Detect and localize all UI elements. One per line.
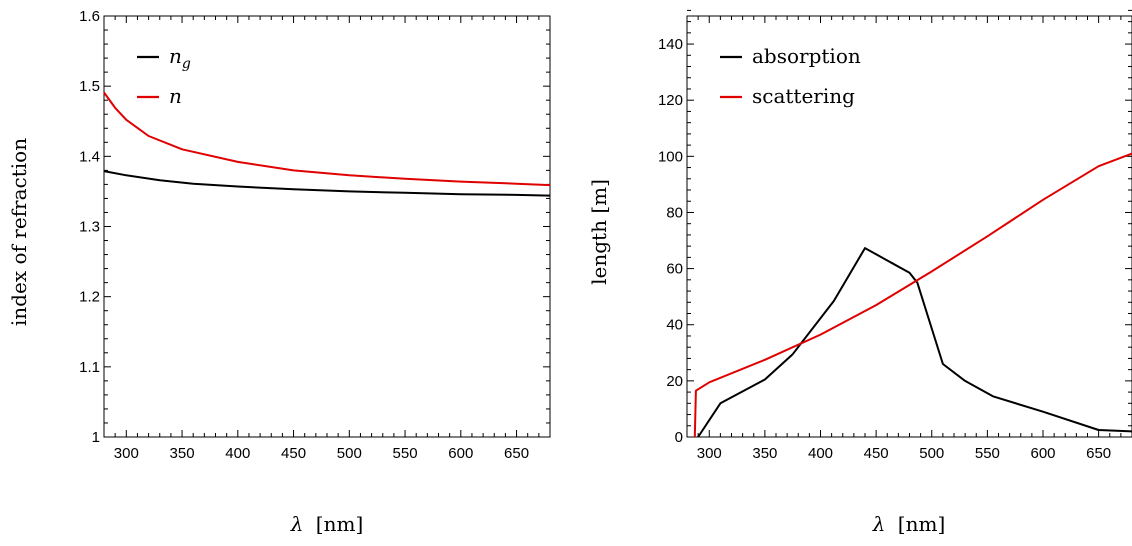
series-line-scattering xyxy=(693,152,1132,438)
x-axis-symbol: λ xyxy=(872,512,886,536)
x-axis-unit: [nm] xyxy=(316,512,363,536)
series-line-absorption xyxy=(697,247,1132,438)
y-tick-label: 1 xyxy=(92,429,100,446)
y-tick-label: 100 xyxy=(658,148,683,165)
length-chart: 300 350 400 450 500 550 600 650 0 20 40 60 80 100 120 1… xyxy=(587,9,1132,536)
x-tick-label: 500 xyxy=(337,445,362,462)
series-layer xyxy=(693,152,1132,438)
x-tick-label: 600 xyxy=(1030,445,1055,462)
y-tick-label: 1.6 xyxy=(79,8,100,25)
y-tick-label: 0 xyxy=(675,429,683,446)
axis-ticks xyxy=(103,15,551,438)
x-tick-label: 650 xyxy=(1086,445,1111,462)
x-axis-symbol: λ xyxy=(290,512,304,536)
legend-label-subscript: g xyxy=(182,56,191,72)
y-tick-label: 1.1 xyxy=(79,359,100,376)
tick-labels: 300 350 400 450 500 550 600 650 1 1.1 1.2 1.3 1.4 1.5… xyxy=(79,8,529,462)
axis-ticks xyxy=(686,9,1132,438)
legend-label: scattering xyxy=(752,84,855,108)
y-tick-label: 40 xyxy=(666,317,683,334)
x-tick-label: 300 xyxy=(697,445,722,462)
series-layer xyxy=(103,91,551,197)
y-axis-title: index of refraction xyxy=(7,138,31,326)
y-tick-label: 140 xyxy=(658,36,683,53)
x-tick-label: 300 xyxy=(114,445,139,462)
legend-label: ng xyxy=(169,44,191,72)
y-tick-label: 1.2 xyxy=(79,289,100,306)
x-tick-label: 600 xyxy=(448,445,473,462)
x-tick-label: 400 xyxy=(225,445,250,462)
x-tick-label: 550 xyxy=(393,445,418,462)
x-tick-label: 550 xyxy=(975,445,1000,462)
x-axis-unit: [nm] xyxy=(898,512,945,536)
x-tick-label: 500 xyxy=(919,445,944,462)
legend-label: absorption xyxy=(752,44,861,68)
plot-frame xyxy=(103,15,551,438)
plot-frame xyxy=(686,15,1132,438)
x-tick-label: 650 xyxy=(504,445,529,462)
y-axis-title: length [m] xyxy=(587,179,611,285)
y-tick-label: 1.4 xyxy=(79,148,100,165)
x-axis-title: λ [nm] xyxy=(290,512,364,536)
x-tick-label: 400 xyxy=(808,445,833,462)
x-tick-label: 350 xyxy=(752,445,777,462)
legend-label: n xyxy=(169,84,182,108)
x-tick-label: 450 xyxy=(281,445,306,462)
x-tick-label: 350 xyxy=(170,445,195,462)
legend: absorption scattering xyxy=(720,44,861,108)
tick-labels: 300 350 400 450 500 550 600 650 0 20 40 60 80 100 120 1… xyxy=(658,36,1111,462)
legend: ng n xyxy=(137,44,191,108)
x-axis-title: λ [nm] xyxy=(872,512,946,536)
y-tick-label: 60 xyxy=(666,261,683,278)
y-tick-label: 20 xyxy=(666,373,683,390)
series-line-n xyxy=(103,91,551,187)
y-tick-label: 80 xyxy=(666,204,683,221)
y-tick-label: 1.5 xyxy=(79,78,100,95)
series-line-ng xyxy=(103,170,551,197)
y-tick-label: 120 xyxy=(658,92,683,109)
x-tick-label: 450 xyxy=(864,445,889,462)
y-tick-label: 1.3 xyxy=(79,219,100,236)
refraction-chart: 300 350 400 450 500 550 600 650 1 1.1 1.2 1.3 1.4 1.5… xyxy=(7,8,551,536)
